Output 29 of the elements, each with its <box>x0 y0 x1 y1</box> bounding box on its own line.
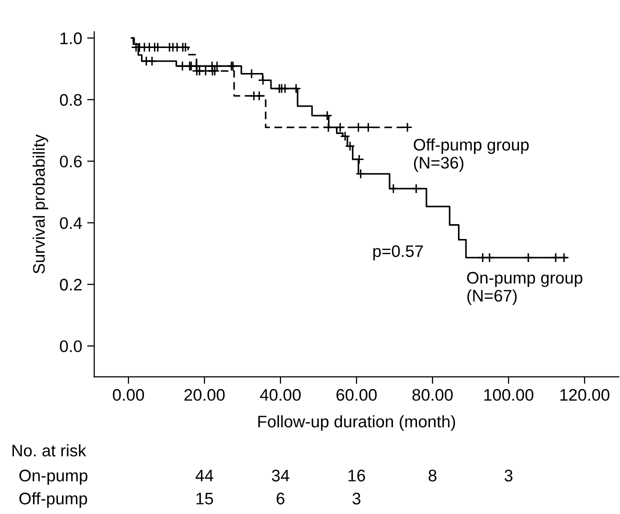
text: No. at risk <box>12 444 86 456</box>
y-tick-label: 0.8 <box>60 94 82 106</box>
annotation: On-pump group (N=67) <box>467 272 582 305</box>
y-tick-label: 0.2 <box>60 278 82 291</box>
text: 44 <box>196 470 214 482</box>
text: 34 <box>272 470 290 482</box>
text: 16 <box>348 470 366 482</box>
text: 3 <box>352 492 360 504</box>
x-tick-label: 80.00 <box>412 389 453 401</box>
annotation: Off-pump group (N=36) <box>414 138 529 172</box>
text: 15 <box>196 492 214 504</box>
x-tick-label: 0.00 <box>112 389 144 401</box>
text: 8 <box>428 470 436 482</box>
x-tick-label: 120.00 <box>560 389 610 401</box>
x-tick-label: 60.00 <box>336 389 377 401</box>
y-tick-label: 0.6 <box>60 156 82 168</box>
y-axis-title: Survival probability <box>32 134 48 274</box>
annotation: p=0.57 <box>373 245 423 260</box>
text: On-pump <box>19 470 88 485</box>
text: 3 <box>504 470 512 482</box>
text: Off-pump <box>19 492 88 508</box>
x-tick-label: 40.00 <box>260 389 301 401</box>
x-tick-label: 100.00 <box>484 389 534 401</box>
x-tick-label: 20.00 <box>184 389 225 401</box>
y-tick-label: 1.0 <box>60 32 82 44</box>
text: 6 <box>276 492 284 504</box>
y-tick-label: 0.4 <box>60 217 82 229</box>
y-tick-label: 0.0 <box>60 340 82 352</box>
x-axis-title: Follow-up duration (month) <box>258 415 456 431</box>
